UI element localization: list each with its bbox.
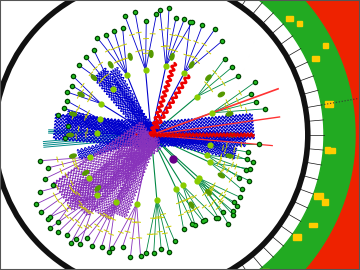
Bar bbox=[325, 147, 330, 153]
Ellipse shape bbox=[78, 92, 84, 97]
Polygon shape bbox=[128, 0, 360, 270]
Ellipse shape bbox=[189, 202, 194, 208]
Bar bbox=[325, 101, 333, 107]
Ellipse shape bbox=[149, 51, 153, 58]
Bar bbox=[323, 43, 328, 48]
Bar bbox=[262, 269, 269, 270]
Polygon shape bbox=[136, 0, 324, 270]
Bar bbox=[314, 193, 323, 199]
Ellipse shape bbox=[91, 75, 96, 80]
Ellipse shape bbox=[229, 133, 235, 137]
Bar bbox=[328, 148, 335, 153]
Polygon shape bbox=[116, 0, 356, 270]
Ellipse shape bbox=[170, 53, 174, 60]
Ellipse shape bbox=[95, 186, 100, 191]
Ellipse shape bbox=[83, 171, 89, 175]
Ellipse shape bbox=[108, 62, 113, 68]
Ellipse shape bbox=[67, 133, 73, 137]
Ellipse shape bbox=[128, 53, 132, 60]
Bar bbox=[312, 56, 319, 61]
Ellipse shape bbox=[189, 62, 194, 68]
Ellipse shape bbox=[218, 173, 224, 178]
Bar bbox=[309, 223, 317, 227]
Polygon shape bbox=[108, 0, 360, 270]
Bar bbox=[293, 234, 301, 240]
Ellipse shape bbox=[70, 112, 76, 116]
Ellipse shape bbox=[226, 112, 233, 116]
Ellipse shape bbox=[218, 92, 224, 97]
Ellipse shape bbox=[206, 190, 211, 195]
Bar bbox=[287, 16, 293, 21]
Ellipse shape bbox=[206, 75, 211, 80]
Bar bbox=[321, 199, 328, 205]
Bar bbox=[297, 21, 302, 26]
Ellipse shape bbox=[70, 154, 76, 158]
Ellipse shape bbox=[226, 154, 233, 158]
